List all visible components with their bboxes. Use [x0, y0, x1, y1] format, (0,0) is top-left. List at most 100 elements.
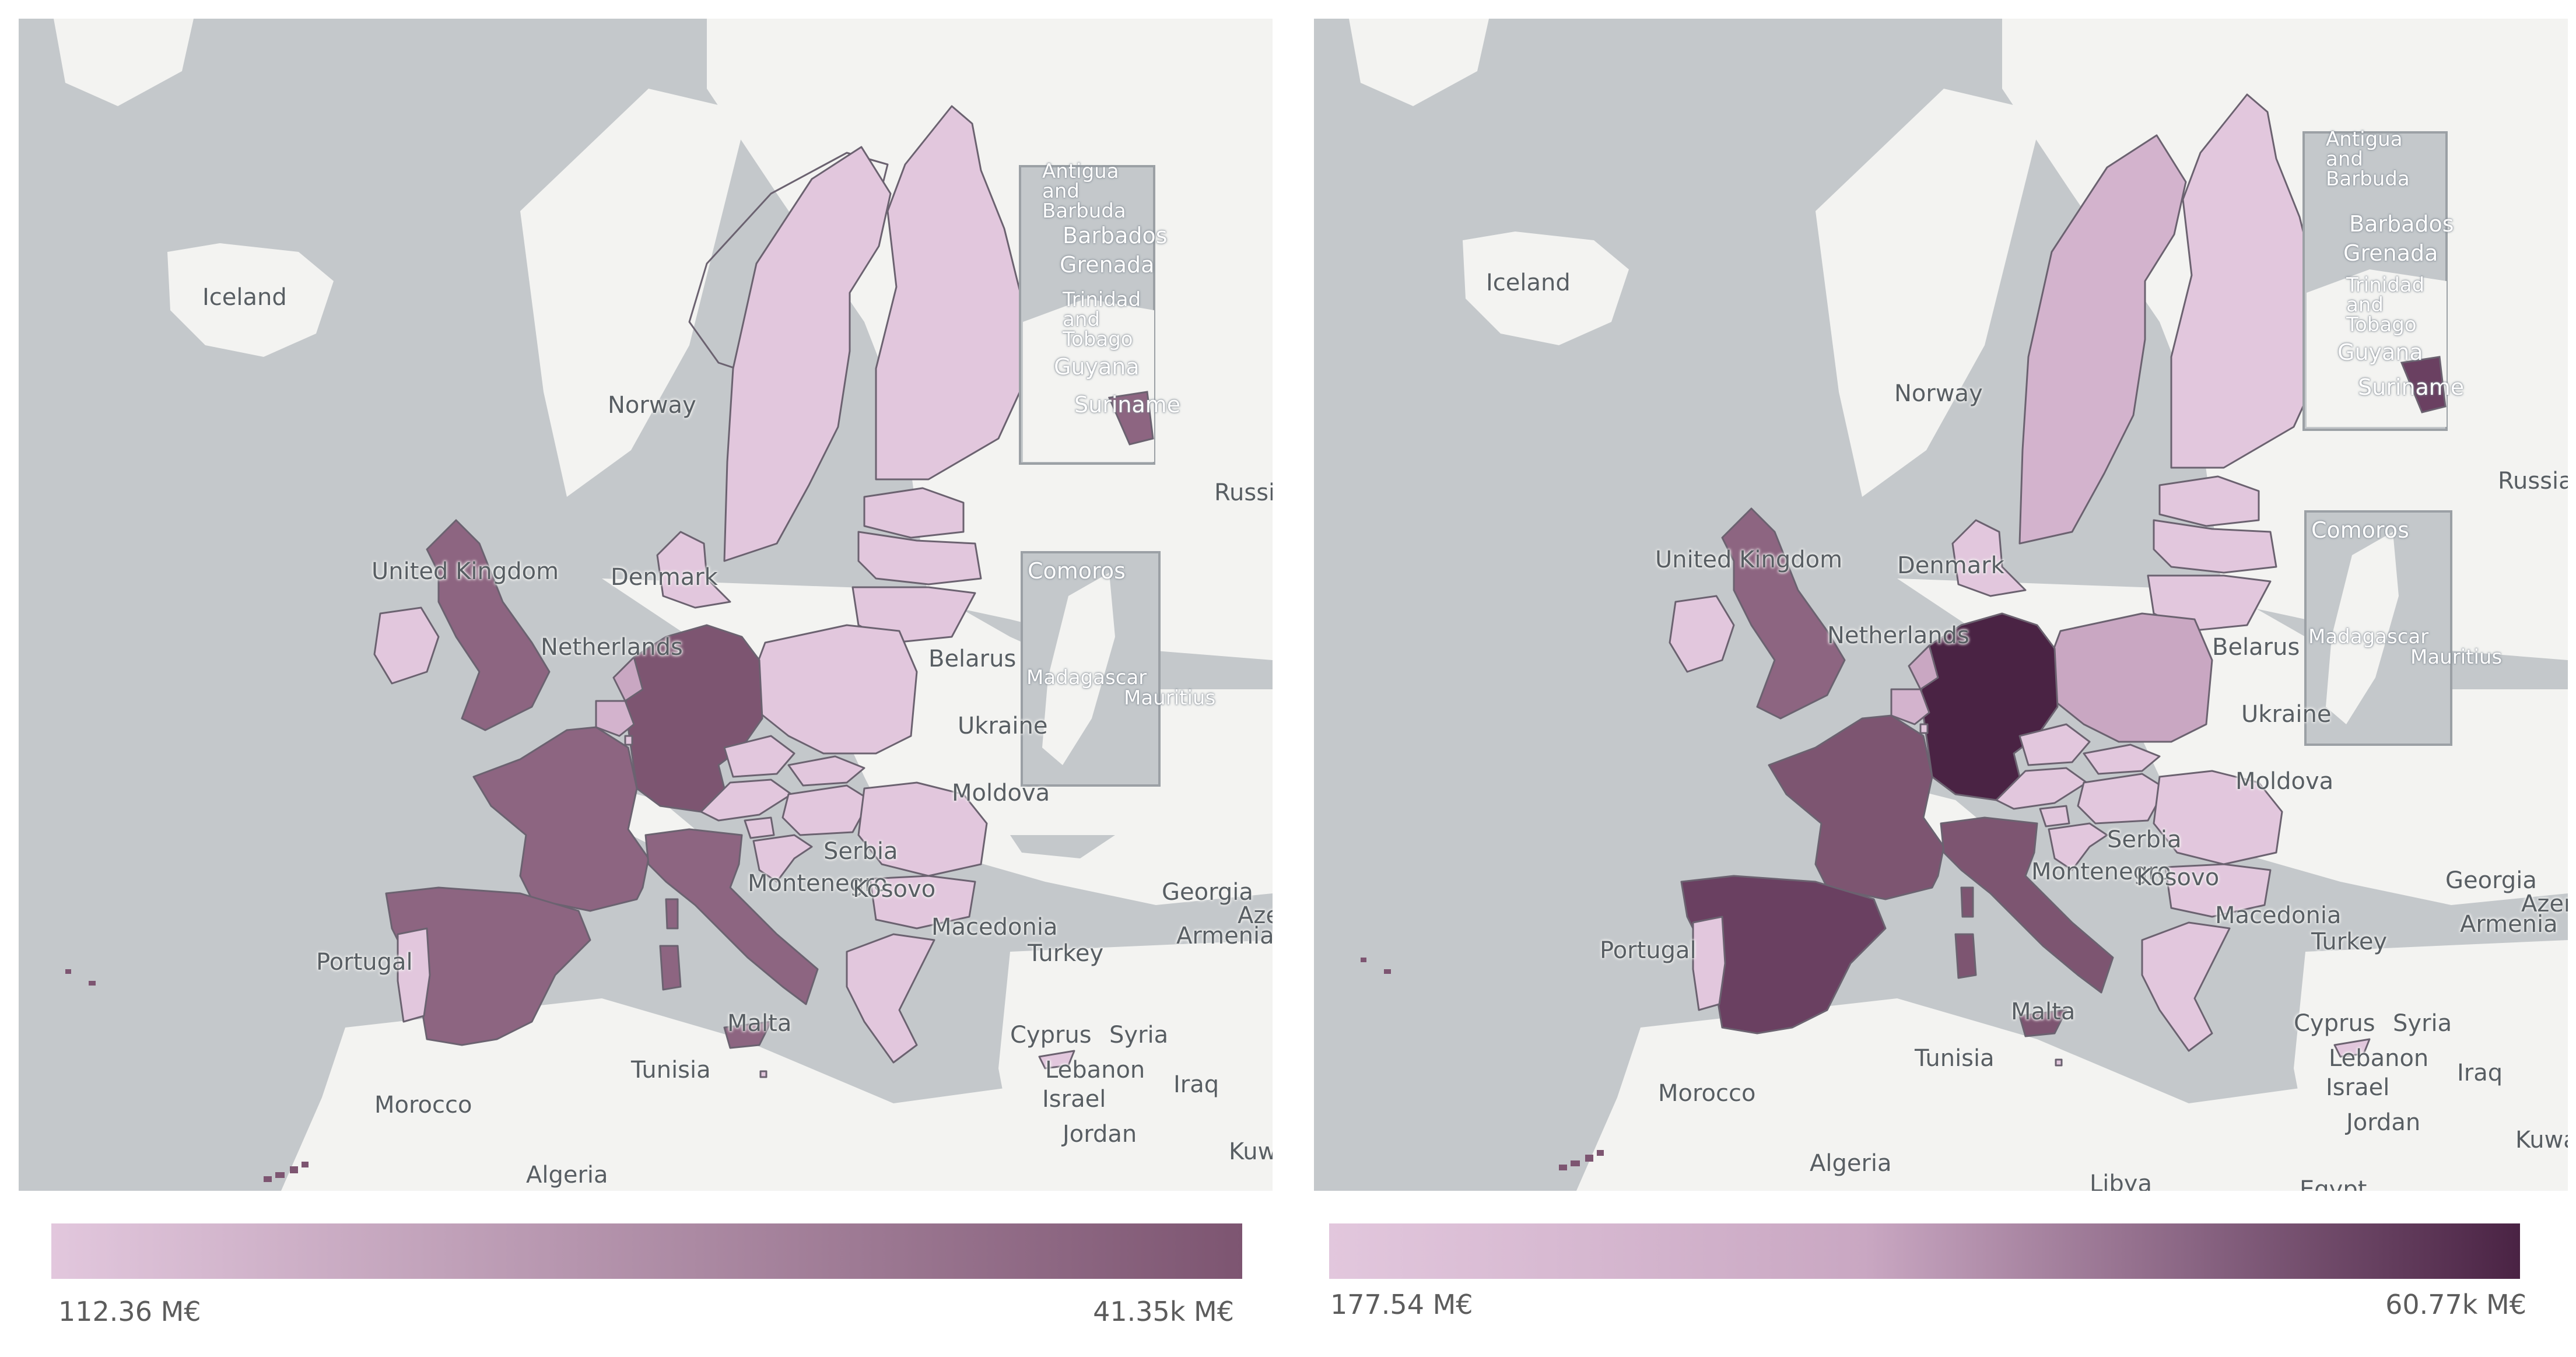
country-romania — [2153, 770, 2283, 865]
label-iceland: Iceland — [202, 284, 287, 311]
country-sweden — [2018, 134, 2187, 545]
inset-label-grenada: Grenada — [1060, 252, 1155, 278]
label-algeria: Algeria — [526, 1162, 608, 1188]
label-jordan: Jordan — [1063, 1121, 1137, 1148]
label-kosovo: Kosovo — [2136, 864, 2220, 891]
label-belarus: Belarus — [928, 646, 1017, 672]
inset-label-mauritius: Mauritius — [2410, 646, 2503, 669]
country-estonia — [863, 487, 965, 539]
label-portugal: Portugal — [316, 949, 413, 976]
label-armenia: Armenia — [1176, 923, 1273, 949]
country-portugal — [397, 927, 431, 1023]
country-slovenia — [744, 816, 775, 839]
legend-max-label: 60.77k M€ — [2385, 1289, 2526, 1320]
label-morocco: Morocco — [1658, 1080, 1756, 1107]
label-russia: Russia — [2498, 468, 2568, 495]
label-serbia: Serbia — [823, 838, 898, 865]
country-cyprus — [2333, 1038, 2371, 1058]
country-corsica — [665, 898, 679, 930]
label-israel: Israel — [2326, 1074, 2390, 1101]
country-slovakia — [787, 755, 865, 787]
inset-caribbean — [1019, 165, 1155, 465]
inset-label-suriname: Suriname — [1074, 392, 1181, 418]
country-bulgaria — [869, 875, 976, 930]
label-lebanon: Lebanon — [2329, 1045, 2429, 1072]
inset-label-grenada: Grenada — [2343, 240, 2438, 266]
country-uk — [426, 519, 551, 731]
color-legend-bar-right — [1329, 1223, 2520, 1279]
inset-label-suriname: Suriname — [2358, 374, 2465, 400]
label-serbia: Serbia — [2107, 826, 2182, 853]
label-netherlands: Netherlands — [1827, 622, 1969, 649]
label-libya: Libya — [2090, 1170, 2152, 1191]
map-left[interactable]: Iceland Norway United Kingdom Denmark Ne… — [19, 19, 1273, 1191]
country-portugal — [1692, 916, 1726, 1011]
country-bulgaria — [2164, 863, 2272, 918]
country-italy — [1940, 816, 2114, 994]
country-malta — [2055, 1058, 2063, 1067]
country-croatia — [2048, 822, 2108, 871]
label-armenia: Armenia — [2460, 911, 2558, 938]
label-russia: Russia — [1214, 479, 1273, 506]
country-greece — [846, 933, 935, 1064]
label-lebanon: Lebanon — [1045, 1057, 1145, 1084]
country-finland — [875, 105, 1032, 481]
country-luxembourg — [1919, 723, 1929, 734]
inset-label-trinidad: Trinidad and Tobago — [2346, 273, 2425, 336]
label-ukraine: Ukraine — [958, 713, 1048, 739]
label-cyprus: Cyprus — [1010, 1022, 1092, 1049]
label-kosovo: Kosovo — [853, 876, 936, 903]
country-luxembourg — [624, 735, 633, 746]
inset-label-mauritius: Mauritius — [1124, 686, 1216, 710]
label-georgia: Georgia — [1162, 879, 1253, 906]
label-israel: Israel — [1042, 1086, 1106, 1113]
legend-max-label: 41.35k M€ — [1093, 1296, 1234, 1327]
label-denmark: Denmark — [611, 564, 718, 591]
label-netherlands: Netherlands — [541, 634, 683, 661]
inset-label-antigua: Antigua and Barbuda — [1042, 160, 1126, 223]
label-iraq: Iraq — [2457, 1060, 2503, 1086]
country-corsica — [1960, 886, 1974, 918]
legend-min-label: 112.36 M€ — [58, 1296, 201, 1327]
label-jordan: Jordan — [2346, 1109, 2421, 1136]
label-norway: Norway — [608, 392, 696, 419]
country-hungary — [2077, 773, 2167, 825]
label-malta: Malta — [2011, 998, 2076, 1025]
map-right[interactable]: Iceland Norway United Kingdom Denmark Ne… — [1314, 19, 2568, 1191]
country-latvia — [857, 531, 982, 585]
country-latvia — [2153, 519, 2277, 574]
country-slovenia — [2039, 805, 2070, 827]
country-ireland — [1669, 595, 1735, 673]
label-tunisia: Tunisia — [631, 1057, 711, 1084]
map-canvas-right[interactable] — [1314, 19, 2568, 1191]
inset-label-barbados: Barbados — [2349, 211, 2454, 237]
label-tunisia: Tunisia — [1915, 1045, 1995, 1072]
canary-islands — [1361, 958, 1604, 1170]
country-germany — [1919, 612, 2059, 801]
label-turkey: Turkey — [2311, 928, 2388, 955]
inset-label-barbados: Barbados — [1063, 223, 1168, 248]
country-croatia — [752, 834, 813, 883]
label-syria: Syria — [1109, 1022, 1169, 1049]
label-moldova: Moldova — [952, 780, 1050, 807]
inset-label-madagascar: Madagascar — [2308, 625, 2429, 648]
color-legend-bar-left — [51, 1223, 1242, 1279]
label-uk: United Kingdom — [371, 558, 559, 585]
inset-label-trinidad: Trinidad and Tobago — [1063, 288, 1141, 351]
label-egypt: Egypt — [2300, 1176, 2367, 1191]
country-romania — [857, 781, 988, 877]
country-france — [1768, 714, 1945, 900]
country-belgium — [595, 700, 635, 737]
inset-label-comoros: Comoros — [2311, 517, 2409, 543]
label-syria: Syria — [2393, 1010, 2452, 1037]
label-moldova: Moldova — [2235, 768, 2334, 795]
country-czechia — [2018, 723, 2091, 766]
inset-label-guyana: Guyana — [1054, 354, 1140, 380]
country-czechia — [723, 735, 795, 778]
label-georgia: Georgia — [2445, 867, 2537, 894]
label-ukraine: Ukraine — [2241, 701, 2332, 728]
label-azerbaijan: Azerbaijan — [1238, 902, 1273, 929]
label-kuwait: Kuwait — [1229, 1138, 1273, 1165]
country-sweden — [723, 146, 892, 562]
map-canvas-left[interactable] — [19, 19, 1273, 1191]
